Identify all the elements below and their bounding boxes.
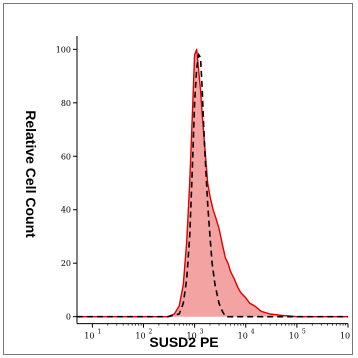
x-tick-base: 10 [135, 332, 145, 341]
x-tick-exponent: 3 [200, 329, 204, 336]
x-tick-exponent: 5 [302, 329, 306, 336]
y-tick-label: 80 [61, 99, 71, 108]
x-tick-exponent: 2 [149, 329, 153, 336]
x-tick-exponent: 4 [251, 329, 255, 336]
y-tick-label: 20 [61, 259, 71, 268]
y-tick-label: 60 [61, 152, 71, 161]
x-tick-label: 10 2 [135, 329, 152, 341]
x-tick-base: 10 [289, 332, 299, 341]
x-tick-base: 10 [84, 332, 94, 341]
y-tick-label: 0 [66, 313, 71, 322]
y-tick-label: 40 [61, 206, 71, 215]
y-axis-title: Relative Cell Count [23, 110, 39, 238]
x-tick-label: 10 5 [289, 329, 306, 341]
x-ticks: 101102103104105106 [84, 323, 350, 341]
series-0-area [77, 49, 348, 317]
x-tick-label: 10 1 [84, 329, 101, 341]
y-ticks: 0 20 40 60 80 100 [56, 45, 77, 322]
x-tick-base: 10 [340, 332, 350, 341]
x-tick-label: 10 4 [238, 329, 255, 341]
x-axis-title: SUSD2 PE [149, 334, 218, 350]
axis-layer [76, 36, 348, 325]
x-tick-base: 10 [187, 332, 197, 341]
x-tick-label: 10 3 [187, 329, 204, 341]
series-1-line [77, 52, 348, 318]
y-tick-label: 100 [56, 45, 71, 54]
series-0-line [77, 48, 348, 318]
series-layer [77, 48, 348, 318]
x-tick-exponent: 1 [97, 329, 101, 336]
x-tick-label: 106 [340, 332, 350, 341]
x-tick-base: 10 [238, 332, 248, 341]
